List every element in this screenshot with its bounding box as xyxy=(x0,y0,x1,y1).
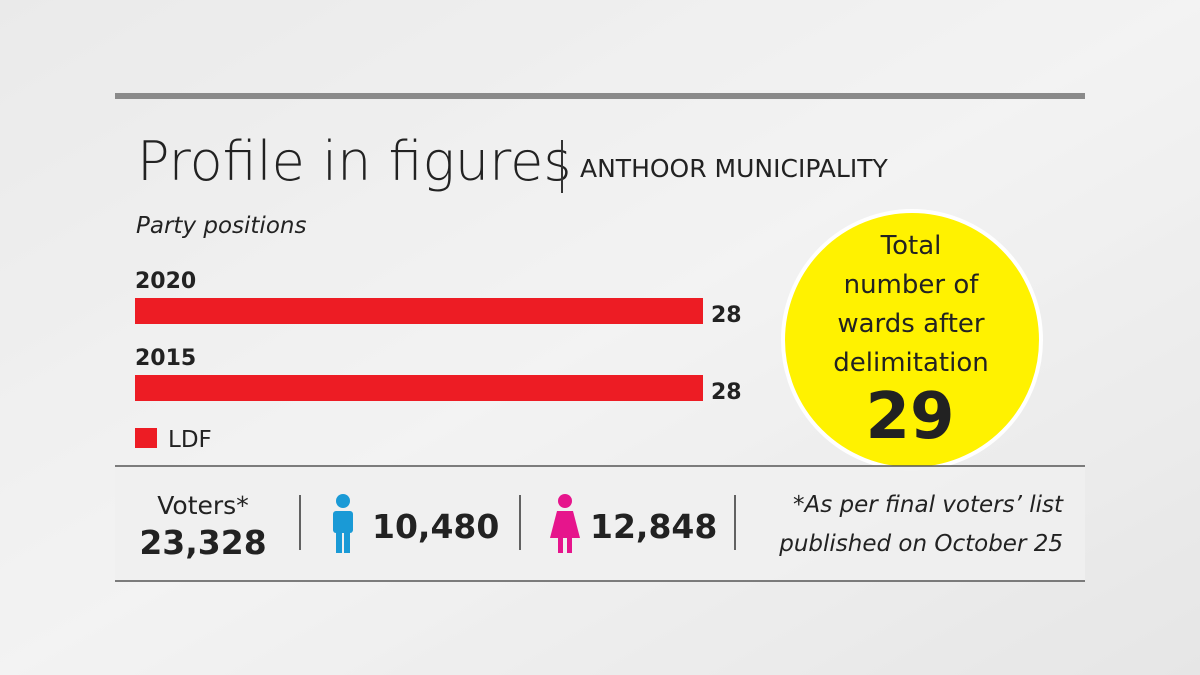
voters-label: Voters* xyxy=(157,491,248,520)
man-icon xyxy=(333,494,353,553)
legend-label: LDF xyxy=(168,427,212,453)
chart-title: Party positions xyxy=(136,213,306,239)
callout-text: wards after xyxy=(837,309,985,339)
note: *As per final voters’ list xyxy=(793,492,1064,518)
note: published on October 25 xyxy=(778,531,1063,557)
value-label: 28 xyxy=(711,380,742,405)
voters-panel xyxy=(115,466,1085,581)
men-count: 10,480 xyxy=(372,507,499,546)
category-label: 2015 xyxy=(135,346,196,371)
value-label: 28 xyxy=(711,303,742,328)
women-count: 12,848 xyxy=(590,507,717,546)
callout-text: delimitation xyxy=(833,348,988,378)
bar-chart: 2020 28 2015 28 LDF xyxy=(135,269,742,453)
category-label: 2020 xyxy=(135,269,196,294)
legend-swatch xyxy=(135,428,157,448)
title: Profile in figures xyxy=(137,130,571,193)
callout-text: Total xyxy=(880,231,942,261)
callout-value: 29 xyxy=(865,380,954,454)
woman-icon xyxy=(550,494,580,553)
bar xyxy=(135,375,703,401)
callout-text: number of xyxy=(844,270,980,300)
voters-total: 23,328 xyxy=(139,523,266,562)
top-rule xyxy=(115,93,1085,99)
subtitle: ANTHOOR MUNICIPALITY xyxy=(580,154,888,183)
bar xyxy=(135,298,703,324)
